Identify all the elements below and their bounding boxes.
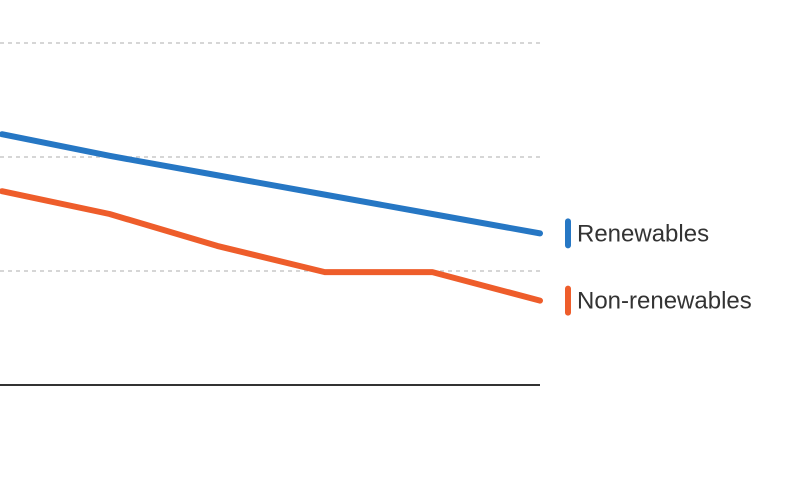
legend-item: Renewables	[565, 218, 709, 249]
series-lines	[0, 131, 543, 304]
series-line-renewables	[0, 131, 543, 237]
legend-item: Non-renewables	[565, 285, 752, 316]
legend-label: Non-renewables	[577, 288, 752, 315]
gridlines	[0, 42, 540, 272]
legend-label: Renewables	[577, 220, 709, 247]
legend: Renewables Non-renewables	[565, 218, 752, 316]
series-line-non-renewables	[0, 188, 543, 304]
